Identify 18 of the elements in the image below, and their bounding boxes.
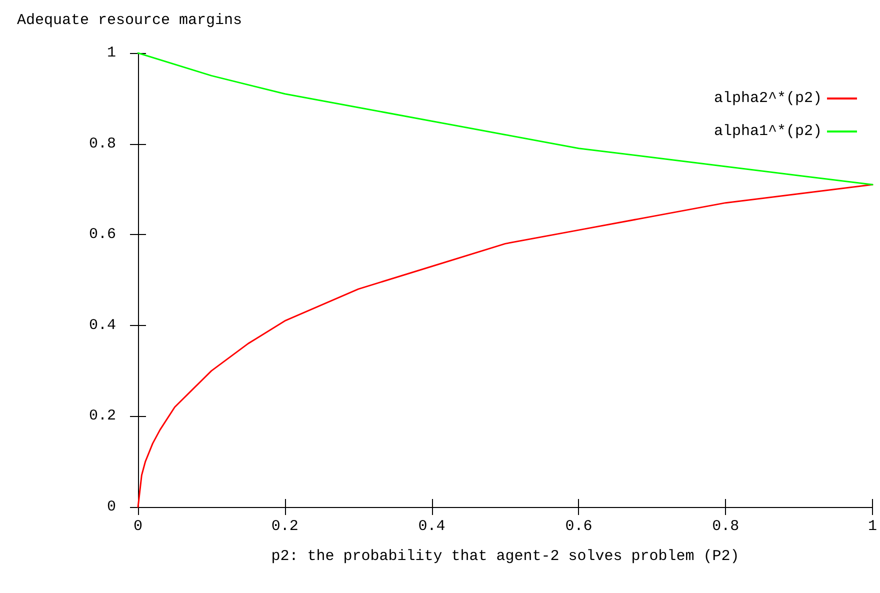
x-tick-label: 0.2 bbox=[271, 518, 298, 535]
legend-label: alpha2^*(p2) bbox=[714, 90, 822, 107]
x-tick-label: 0 bbox=[133, 518, 143, 535]
x-axis-title: p2: the probability that agent-2 solves problem (P2) bbox=[271, 548, 740, 565]
line-series bbox=[137, 52, 874, 186]
x-tick-label: 0.4 bbox=[418, 518, 446, 535]
y-tick-label: 1 bbox=[106, 44, 116, 62]
x-tick-label: 1 bbox=[868, 518, 878, 535]
y-tick-label: 0.2 bbox=[88, 408, 116, 425]
y-tick-label: 0 bbox=[106, 498, 116, 516]
y-tick-label: 0.4 bbox=[88, 316, 116, 334]
y-axis-title: Adequate resource margins bbox=[17, 12, 242, 29]
x-tick-label: 0.6 bbox=[565, 518, 592, 535]
y-tick-label: 0.6 bbox=[88, 226, 116, 244]
y-tick-label: 0.8 bbox=[88, 135, 116, 152]
line-series bbox=[137, 184, 874, 508]
legend-label: alpha1^*(p2) bbox=[714, 123, 822, 140]
x-tick-label: 0.8 bbox=[712, 518, 740, 535]
